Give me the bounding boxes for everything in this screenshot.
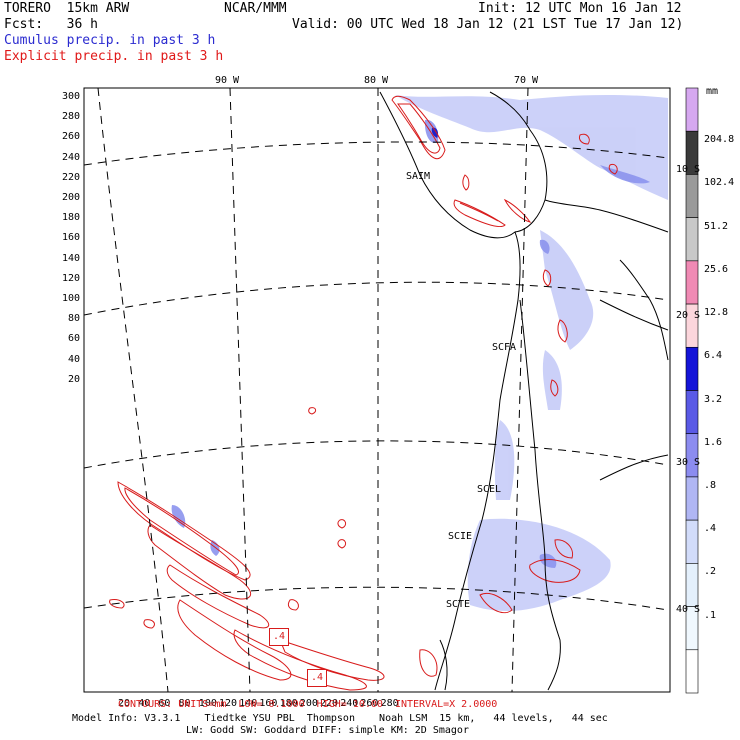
colorbar-swatch [685, 87, 699, 132]
physics-info: LW: Godd SW: Goddard DIFF: simple KM: 2D… [186, 725, 469, 736]
colorbar-swatch [685, 563, 699, 607]
colorbar-label: .1 [704, 609, 717, 621]
coastline [379, 91, 669, 691]
city-scel: SCEL [477, 484, 502, 495]
y-tick-label: 120 [61, 272, 80, 284]
x-tick-label: 120 [219, 698, 238, 709]
colorbar-label: 102.4 [704, 177, 735, 189]
x-tick-label: 280 [380, 698, 399, 709]
colorbar-swatch [685, 390, 699, 435]
x-tick-label: 100 [198, 698, 217, 709]
y-tick-label: 100 [61, 293, 80, 304]
valid-time: Valid: 00 UTC Wed 18 Jan 12 (21 LST Tue … [292, 17, 684, 32]
x-tick-label: 180 [279, 698, 298, 709]
colorbar-swatch [685, 476, 699, 521]
lat-label-40s: 40 S [676, 604, 701, 615]
y-tick-label: 80 [67, 313, 80, 325]
lon-label-70w: 70 W [514, 75, 539, 86]
y-tick-label: 240 [61, 151, 80, 163]
x-tick-label: 220 [320, 698, 339, 709]
colorbar-swatch [685, 217, 699, 262]
city-scie: SCIE [448, 531, 473, 542]
y-tick-label: 180 [61, 212, 80, 224]
colorbar-unit: mm [706, 86, 719, 97]
x-tick-label: 140 [239, 698, 258, 709]
x-tick-label: 60 [158, 698, 171, 709]
model-info: Model Info: V3.3.1 Tiedtke YSU PBL Thomp… [72, 713, 608, 724]
y-tick-label: 20 [67, 373, 80, 385]
x-tick-label: 80 [178, 698, 191, 709]
city-saim: SAIM [406, 171, 431, 182]
lat-label-10s: 10 S [676, 164, 701, 175]
colorbar-label: 3.2 [704, 393, 723, 405]
init-time: Init: 12 UTC Mon 16 Jan 12 [478, 1, 682, 16]
x-tick-label: 20 [118, 698, 131, 709]
org-label: NCAR/MMM [224, 1, 287, 16]
colorbar-label: .4 [704, 523, 717, 535]
colorbar-label: .8 [704, 479, 717, 491]
contour-label-box: .4 [307, 669, 328, 687]
lon-label-90w: 90 W [215, 75, 240, 86]
lat-label-20s: 20 S [676, 310, 701, 321]
colorbar-swatch [685, 519, 699, 564]
plot-frame [83, 87, 671, 693]
y-tick-label: 160 [61, 232, 80, 244]
contour-label-box: .4 [269, 628, 290, 646]
x-tick-label: 200 [299, 698, 318, 709]
colorbar-swatch [685, 649, 699, 694]
y-tick-label: 200 [61, 192, 80, 203]
lat-label-30s: 30 S [676, 457, 701, 468]
colorbar-swatch [685, 260, 699, 305]
contours-info: CONTOURS: UNITS=mm LOW= 0.1000 HIGH= 10.… [118, 699, 498, 710]
colorbar-label: 1.6 [704, 436, 723, 448]
city-scfa: SCFA [492, 342, 517, 353]
field-cumulus-label: Cumulus precip. in past 3 h [4, 33, 216, 48]
precip-fields [109, 94, 668, 691]
y-tick-label: 260 [61, 131, 80, 143]
forecast-hour: Fcst: 36 h [4, 17, 98, 32]
x-tick-label: 240 [340, 698, 359, 709]
y-tick-label: 300 [61, 91, 80, 102]
colorbar-label: 51.2 [704, 220, 729, 232]
colorbar-label: .2 [704, 566, 717, 578]
colorbar-label: 6.4 [704, 350, 723, 362]
field-explicit-label: Explicit precip. in past 3 h [4, 49, 224, 64]
colorbar-swatch [685, 346, 699, 391]
y-tick-label: 280 [61, 111, 80, 123]
colorbar-label: 25.6 [704, 263, 729, 275]
city-scte: SCTE [446, 599, 471, 610]
colorbar [685, 87, 699, 694]
y-tick-label: 220 [61, 171, 80, 183]
y-tick-label: 40 [67, 353, 80, 365]
y-tick-label: 60 [67, 333, 80, 345]
x-tick-label: 40 [138, 698, 151, 709]
x-tick-label: 260 [360, 698, 379, 709]
y-tick-label: 140 [61, 252, 80, 264]
graticule [84, 88, 669, 692]
lon-label-80w: 80 W [364, 75, 389, 86]
colorbar-label: 12.8 [704, 307, 729, 319]
colorbar-label: 204.8 [704, 134, 735, 146]
colorbar-swatch [685, 174, 699, 218]
model-title: TORERO 15km ARW [4, 1, 130, 16]
x-tick-label: 160 [259, 698, 278, 709]
